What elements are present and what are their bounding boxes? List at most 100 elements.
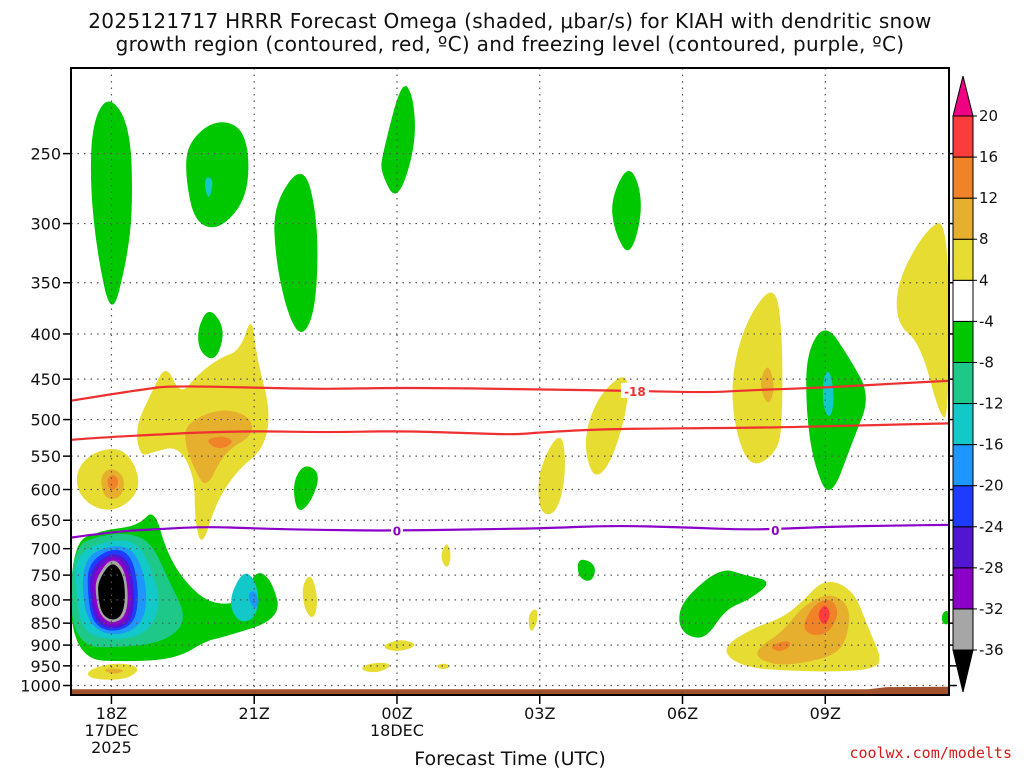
- omega-area-omega-pos-4: [528, 609, 538, 631]
- y-tick-label: 250: [30, 145, 61, 164]
- terrain-layer: [71, 686, 949, 695]
- x-tick-label: 06Z: [667, 704, 698, 723]
- omega-area-omega-neg-12: [231, 573, 258, 622]
- y-axis: 250 300 350 400 450 500 550 600 650 700 750 800 850 9…: [20, 145, 957, 696]
- colorbar-upper-arrow: [952, 75, 974, 117]
- omega-area-omega-neg-4: [294, 466, 318, 510]
- y-tick-label: 950: [30, 657, 61, 676]
- x-tick-label: 17DEC: [84, 721, 138, 740]
- colorbar-label: 16: [979, 148, 998, 166]
- omega-area-omega-neg-4: [90, 101, 132, 305]
- y-tick-label: 800: [30, 591, 61, 610]
- colorbar-swatch: [952, 320, 974, 363]
- omega-area-omega-neg-4: [806, 330, 866, 490]
- y-tick-label: 300: [30, 215, 61, 234]
- colorbar-swatch: [952, 361, 974, 405]
- colorbar-label: -12: [979, 395, 1004, 413]
- omega-area-omega-pos-4: [896, 223, 949, 418]
- colorbar-label: -16: [979, 436, 1004, 454]
- colorbar: -36 -32 -28 -24 -20 -16 -12 -8 -4 4 8 12 16 20: [952, 75, 1004, 693]
- y-tick-label: 350: [30, 274, 61, 293]
- colorbar-label: -4: [979, 312, 994, 330]
- dgz-contour-line: [71, 422, 949, 441]
- contour-layer: -18 0 0: [71, 379, 949, 539]
- omega-shading-layer: [71, 86, 949, 680]
- y-tick-label: 900: [30, 636, 61, 655]
- omega-area-omega-pos-4: [362, 662, 390, 673]
- x-axis-title: Forecast Time (UTC): [414, 748, 605, 768]
- colorbar-swatch: [952, 403, 974, 446]
- omega-area-omega-pos-12: [107, 475, 119, 490]
- colorbar-swatch: [952, 526, 974, 569]
- contour-label-background: [390, 522, 403, 538]
- y-tick-label: 400: [30, 325, 61, 344]
- omega-area-omega-neg-4: [612, 170, 641, 251]
- x-tick-label: 03Z: [524, 704, 555, 723]
- y-tick-label: 650: [30, 511, 61, 530]
- freezing-level-contour-line: [71, 523, 949, 539]
- dgz-contour-line: [71, 379, 949, 402]
- omega-area-omega-neg-36: [98, 564, 125, 620]
- gridlines: [71, 68, 949, 695]
- omega-area-omega-neg-4: [186, 122, 249, 228]
- omega-area-omega-pos-12: [771, 641, 791, 651]
- x-tick-label: 09Z: [810, 704, 841, 723]
- colorbar-label: -24: [979, 518, 1004, 536]
- y-tick-label: 550: [30, 447, 61, 466]
- terrain-fill: [71, 686, 949, 695]
- colorbar-label: -32: [979, 600, 1004, 618]
- colorbar-label: 4: [979, 271, 989, 289]
- omega-area-omega-pos-8: [761, 367, 774, 403]
- y-tick-label: 600: [30, 481, 61, 500]
- omega-area-omega-pos-4: [441, 544, 451, 567]
- omega-area-omega-neg-4: [679, 570, 767, 638]
- omega-area-omega-neg-4: [577, 559, 595, 581]
- plot-frame: [70, 67, 950, 696]
- omega-area-omega-pos-8: [104, 668, 123, 674]
- y-tick-label: 450: [30, 370, 61, 389]
- omega-area-omega-pos-4: [302, 576, 318, 618]
- x-tick-label: 21Z: [239, 704, 270, 723]
- x-tick-label: 18DEC: [370, 721, 424, 740]
- colorbar-swatch: [952, 238, 974, 281]
- colorbar-label: 12: [979, 189, 998, 207]
- x-tick-label: 18Z: [96, 704, 127, 723]
- y-tick-label: 1000: [20, 677, 61, 696]
- omega-area-omega-neg-4: [381, 86, 415, 194]
- contour-label-background: [769, 522, 782, 538]
- contour-label: 0: [393, 525, 401, 539]
- colorbar-swatch: [952, 567, 974, 610]
- chart-title-line-1: 2025121717 HRRR Forecast Omega (shaded, …: [88, 9, 931, 33]
- y-tick-label: 750: [30, 566, 61, 585]
- colorbar-swatch: [952, 156, 974, 199]
- omega-area-omega-pos-4: [732, 292, 783, 464]
- colorbar-label: -28: [979, 559, 1004, 577]
- y-tick-label: 850: [30, 614, 61, 633]
- chart-title-line-2: growth region (contoured, red, ºC) and f…: [116, 32, 905, 56]
- colorbar-label: -36: [979, 641, 1004, 659]
- omega-area-omega-neg-4: [941, 610, 949, 625]
- omega-area-omega-pos-4: [384, 640, 415, 651]
- colorbar-label: -20: [979, 477, 1004, 495]
- omega-area-omega-pos-4: [437, 663, 450, 670]
- omega-area-omega-neg-4: [274, 173, 318, 333]
- y-tick-label: 700: [30, 540, 61, 559]
- omega-area-omega-pos-4: [585, 377, 628, 475]
- colorbar-label: 20: [979, 107, 998, 125]
- contour-label-background: [620, 382, 649, 398]
- colorbar-label: 8: [979, 230, 989, 248]
- y-tick-label: 500: [30, 411, 61, 430]
- colorbar-swatch: [952, 115, 974, 158]
- x-tick-label: 2025: [91, 738, 132, 757]
- omega-area-omega-pos-16: [818, 605, 830, 624]
- omega-area-omega-neg-12: [822, 371, 834, 416]
- colorbar-swatch: [952, 279, 974, 322]
- omega-area-omega-pos-4: [538, 437, 565, 515]
- colorbar-label: -8: [979, 353, 994, 371]
- colorbar-swatch: [952, 608, 974, 651]
- omega-area-omega-neg-4: [198, 311, 223, 359]
- contour-label: 0: [771, 524, 779, 538]
- colorbar-swatch: [952, 444, 974, 487]
- x-tick-label: 00Z: [381, 704, 412, 723]
